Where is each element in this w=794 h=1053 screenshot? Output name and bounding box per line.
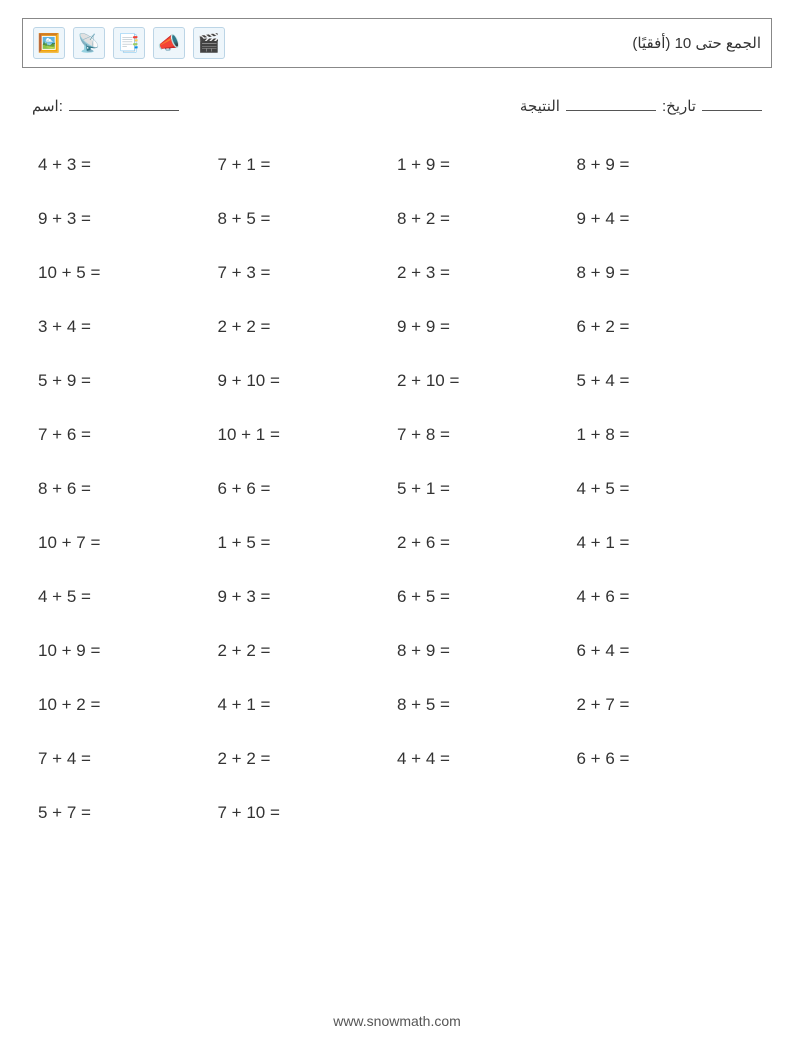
- problem-cell: 10 + 7 =: [38, 533, 218, 553]
- result-date-field: النتيجة :تاريخ: [520, 94, 762, 115]
- problem-cell: 8 + 5 =: [397, 695, 577, 715]
- problem-cell: 9 + 3 =: [218, 587, 398, 607]
- problem-cell: 4 + 5 =: [38, 587, 218, 607]
- problem-cell: 8 + 9 =: [577, 155, 757, 175]
- problem-cell: 2 + 6 =: [397, 533, 577, 553]
- problem-cell: 8 + 2 =: [397, 209, 577, 229]
- problem-cell: 7 + 3 =: [218, 263, 398, 283]
- document-icon: 📑: [113, 27, 145, 59]
- problem-cell: [397, 803, 577, 823]
- problems-grid: 4 + 3 =7 + 1 =1 + 9 =8 + 9 =9 + 3 =8 + 5…: [22, 155, 772, 823]
- problem-cell: 10 + 5 =: [38, 263, 218, 283]
- worksheet-page: 🖼️ 📡 📑 📣 🎬 (الجمع حتى 10 (أفقيًا اسم: ال…: [0, 0, 794, 1053]
- problem-cell: 2 + 2 =: [218, 749, 398, 769]
- presentation-icon: 🖼️: [33, 27, 65, 59]
- problem-row: 5 + 7 =7 + 10 =: [38, 803, 756, 823]
- problem-cell: 1 + 8 =: [577, 425, 757, 445]
- problem-cell: 8 + 6 =: [38, 479, 218, 499]
- problem-cell: 5 + 9 =: [38, 371, 218, 391]
- problem-row: 9 + 3 =8 + 5 =8 + 2 =9 + 4 =: [38, 209, 756, 229]
- problem-cell: 3 + 4 =: [38, 317, 218, 337]
- problem-cell: 9 + 4 =: [577, 209, 757, 229]
- problem-cell: 10 + 2 =: [38, 695, 218, 715]
- problem-cell: 4 + 6 =: [577, 587, 757, 607]
- problem-row: 8 + 6 =6 + 6 =5 + 1 =4 + 5 =: [38, 479, 756, 499]
- problem-cell: 6 + 5 =: [397, 587, 577, 607]
- problem-cell: 7 + 6 =: [38, 425, 218, 445]
- problem-row: 5 + 9 =9 + 10 =2 + 10 =5 + 4 =: [38, 371, 756, 391]
- problem-cell: 7 + 4 =: [38, 749, 218, 769]
- problem-cell: 7 + 1 =: [218, 155, 398, 175]
- problem-cell: 4 + 4 =: [397, 749, 577, 769]
- header-bar: 🖼️ 📡 📑 📣 🎬 (الجمع حتى 10 (أفقيًا: [22, 18, 772, 68]
- name-label: اسم:: [32, 97, 63, 115]
- video-icon: 🎬: [193, 27, 225, 59]
- problem-cell: 4 + 1 =: [218, 695, 398, 715]
- result-label: النتيجة: [520, 97, 560, 115]
- problem-cell: 9 + 9 =: [397, 317, 577, 337]
- header-icons: 🖼️ 📡 📑 📣 🎬: [33, 27, 225, 59]
- problem-row: 10 + 5 =7 + 3 =2 + 3 =8 + 9 =: [38, 263, 756, 283]
- megaphone-icon: 📣: [153, 27, 185, 59]
- problem-cell: 2 + 2 =: [218, 641, 398, 661]
- problem-cell: 10 + 1 =: [218, 425, 398, 445]
- problem-cell: 5 + 7 =: [38, 803, 218, 823]
- result-blank[interactable]: [566, 94, 656, 111]
- problem-cell: 9 + 10 =: [218, 371, 398, 391]
- problem-cell: 5 + 1 =: [397, 479, 577, 499]
- problem-row: 7 + 4 =2 + 2 =4 + 4 =6 + 6 =: [38, 749, 756, 769]
- problem-cell: [577, 803, 757, 823]
- problem-cell: 7 + 10 =: [218, 803, 398, 823]
- problem-row: 4 + 3 =7 + 1 =1 + 9 =8 + 9 =: [38, 155, 756, 175]
- problem-cell: 10 + 9 =: [38, 641, 218, 661]
- problem-cell: 6 + 2 =: [577, 317, 757, 337]
- problem-row: 10 + 7 =1 + 5 =2 + 6 =4 + 1 =: [38, 533, 756, 553]
- problem-row: 3 + 4 =2 + 2 =9 + 9 =6 + 2 =: [38, 317, 756, 337]
- antenna-icon: 📡: [73, 27, 105, 59]
- problem-cell: 2 + 3 =: [397, 263, 577, 283]
- problem-row: 7 + 6 =10 + 1 =7 + 8 =1 + 8 =: [38, 425, 756, 445]
- footer-text: www.snowmath.com: [0, 1013, 794, 1029]
- name-field: اسم:: [32, 94, 179, 115]
- problem-cell: 7 + 8 =: [397, 425, 577, 445]
- date-blank[interactable]: [702, 94, 762, 111]
- problem-cell: 8 + 9 =: [577, 263, 757, 283]
- problem-cell: 8 + 5 =: [218, 209, 398, 229]
- meta-row: اسم: النتيجة :تاريخ: [22, 94, 772, 115]
- problem-cell: 2 + 2 =: [218, 317, 398, 337]
- problem-cell: 6 + 6 =: [218, 479, 398, 499]
- problem-cell: 4 + 1 =: [577, 533, 757, 553]
- problem-cell: 1 + 5 =: [218, 533, 398, 553]
- problem-row: 10 + 2 =4 + 1 =8 + 5 =2 + 7 =: [38, 695, 756, 715]
- page-title: (الجمع حتى 10 (أفقيًا: [632, 34, 761, 52]
- problem-cell: 5 + 4 =: [577, 371, 757, 391]
- problem-cell: 2 + 7 =: [577, 695, 757, 715]
- problem-row: 10 + 9 =2 + 2 =8 + 9 =6 + 4 =: [38, 641, 756, 661]
- problem-cell: 4 + 3 =: [38, 155, 218, 175]
- problem-cell: 4 + 5 =: [577, 479, 757, 499]
- problem-cell: 9 + 3 =: [38, 209, 218, 229]
- date-label: :تاريخ: [662, 97, 696, 115]
- problem-row: 4 + 5 =9 + 3 =6 + 5 =4 + 6 =: [38, 587, 756, 607]
- problem-cell: 8 + 9 =: [397, 641, 577, 661]
- problem-cell: 6 + 6 =: [577, 749, 757, 769]
- problem-cell: 2 + 10 =: [397, 371, 577, 391]
- name-blank[interactable]: [69, 94, 179, 111]
- problem-cell: 1 + 9 =: [397, 155, 577, 175]
- problem-cell: 6 + 4 =: [577, 641, 757, 661]
